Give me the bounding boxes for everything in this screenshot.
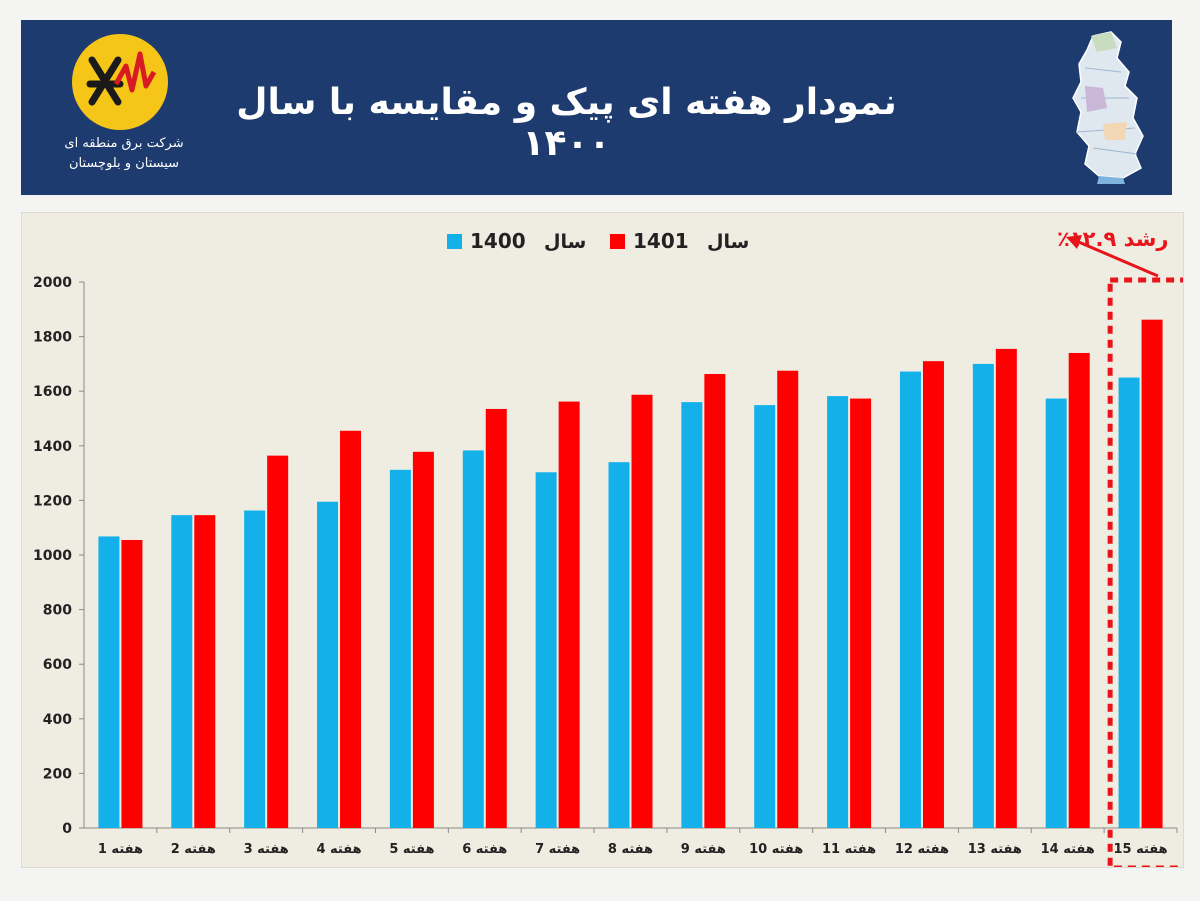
bar-y1400-week-12: [899, 371, 921, 828]
legend-prefix-1400: سال: [544, 231, 586, 253]
bar-y1400-week-6: [462, 450, 484, 828]
bar-y1401-week-4: [340, 430, 362, 828]
bar-y1401-week-9: [704, 374, 726, 828]
bar-y1401-week-7: [558, 401, 580, 828]
bar-chart: 0 200 400 600 800 1000 1200 1400 1600 1800 2000 هفت…: [33, 227, 1183, 867]
bar-y1400-week-1: [98, 536, 120, 828]
bar-y1400-week-11: [827, 396, 849, 828]
header-banner: شرکت برق منطقه ای سیستان و بلوچستان نمود…: [21, 20, 1172, 195]
bar-y1400-week-7: [535, 472, 557, 828]
legend-swatch-1400: [447, 234, 462, 249]
y-tick-label: 1000: [33, 548, 72, 564]
bar-y1401-week-10: [777, 370, 799, 828]
chart-panel: 0 200 400 600 800 1000 1200 1400 1600 1800 2000 هفت…: [21, 212, 1184, 868]
legend-year-1401: 1401: [633, 229, 689, 253]
bar-y1401-week-11: [850, 398, 872, 828]
x-tick-label: هفته 9: [681, 842, 726, 857]
bar-y1400-week-9: [681, 402, 703, 828]
bar-y1400-week-5: [389, 469, 411, 828]
x-tick-label: هفته 14: [1041, 842, 1095, 857]
bar-y1401-week-12: [922, 361, 944, 828]
bar-y1401-week-13: [995, 348, 1017, 828]
company-name-line2: سیستان و بلوچستان: [68, 156, 180, 171]
legend-swatch-1401: [610, 234, 625, 249]
company-name: شرکت برق منطقه ای سیستان و بلوچستان: [49, 134, 199, 174]
x-tick-label: هفته 4: [316, 842, 361, 857]
x-tick-label: هفته 10: [749, 842, 803, 857]
bar-y1400-week-2: [171, 515, 193, 828]
x-tick-label: هفته 13: [968, 842, 1022, 857]
bar-y1401-week-8: [631, 394, 653, 828]
x-tick-label: هفته 1: [98, 842, 143, 857]
bar-y1401-week-15: [1141, 319, 1163, 828]
bar-y1401-week-14: [1068, 352, 1090, 828]
y-tick-label: 600: [43, 657, 72, 673]
bar-y1401-week-3: [267, 455, 289, 828]
x-tick-label: هفته 3: [244, 842, 289, 857]
bar-y1401-week-1: [121, 539, 143, 828]
x-tick-label: هفته 7: [535, 842, 580, 857]
y-tick-label: 1800: [33, 330, 72, 346]
bar-y1400-week-13: [972, 363, 994, 828]
y-tick-label: 1200: [33, 493, 72, 509]
bar-y1400-week-10: [754, 405, 776, 828]
bar-y1400-week-3: [244, 510, 266, 828]
y-tick-label: 0: [62, 821, 72, 837]
province-map-icon: [1072, 31, 1144, 184]
page-title: نمودار هفته ای پیک و مقایسه با سال ۱۴۰۰: [236, 82, 897, 164]
y-tick-label: 800: [43, 603, 72, 619]
bar-y1401-week-5: [412, 451, 434, 828]
x-tick-label: هفته 8: [608, 842, 653, 857]
bar-y1400-week-4: [317, 501, 339, 828]
bar-y1401-week-2: [194, 515, 216, 828]
bar-y1401-week-6: [485, 408, 507, 828]
electricity-logo-icon: [72, 34, 168, 130]
x-tick-label: هفته 15: [1113, 842, 1167, 857]
bar-y1400-week-8: [608, 462, 630, 828]
x-tick-label: هفته 2: [171, 842, 216, 857]
x-tick-label: هفته 12: [895, 842, 949, 857]
company-name-line1: شرکت برق منطقه ای: [64, 136, 184, 151]
legend-prefix-1401: سال: [707, 231, 749, 253]
company-logo: شرکت برق منطقه ای سیستان و بلوچستان: [49, 30, 184, 190]
y-tick-label: 2000: [33, 275, 72, 291]
bar-y1400-week-15: [1118, 377, 1140, 828]
annotation-arrow-line: [1073, 238, 1159, 278]
y-tick-label: 1600: [33, 384, 72, 400]
bar-y1400-week-14: [1045, 398, 1067, 828]
y-tick-label: 200: [43, 766, 72, 782]
x-tick-label: هفته 6: [462, 842, 507, 857]
annotation-arrowhead: [1066, 235, 1082, 249]
x-tick-label: هفته 5: [389, 842, 434, 857]
x-tick-label: هفته 11: [822, 842, 876, 857]
y-tick-label: 1400: [33, 439, 72, 455]
y-tick-label: 400: [43, 712, 72, 728]
legend-year-1400: 1400: [470, 229, 526, 253]
